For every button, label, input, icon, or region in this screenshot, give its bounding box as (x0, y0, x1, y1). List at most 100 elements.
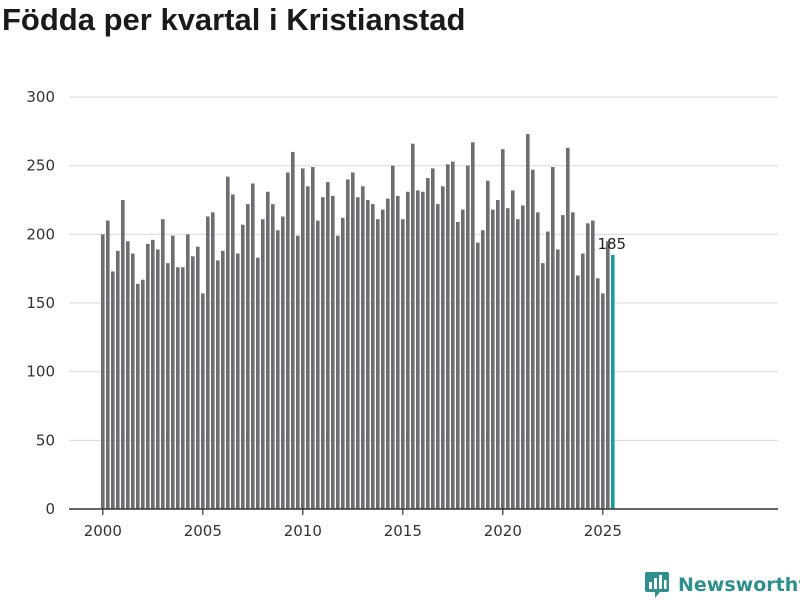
bar (436, 204, 440, 509)
bar (326, 182, 330, 509)
x-tick-label: 2015 (384, 522, 422, 540)
bar (206, 216, 210, 510)
bar (446, 164, 450, 509)
bar (161, 219, 165, 509)
bar (361, 186, 365, 509)
y-tick-label: 0 (45, 500, 55, 518)
bar (286, 172, 290, 510)
bar (431, 168, 435, 509)
bar (571, 212, 575, 510)
bar (516, 219, 520, 509)
bar (416, 190, 420, 510)
bar (541, 263, 545, 509)
bar (496, 200, 500, 509)
bar (566, 147, 570, 509)
bar (291, 151, 295, 509)
bar (511, 190, 515, 510)
bar (581, 253, 585, 509)
bar (491, 209, 495, 509)
bar (586, 223, 590, 509)
bar (296, 235, 300, 509)
bar (441, 186, 445, 509)
bar (551, 167, 555, 510)
y-tick-label: 300 (26, 88, 55, 106)
x-tick-label: 2000 (84, 522, 122, 540)
y-tick-label: 150 (26, 294, 55, 312)
bar (111, 271, 115, 509)
bar (181, 267, 185, 509)
bar (546, 231, 550, 509)
bar (486, 180, 490, 510)
bar (466, 165, 470, 509)
bar (406, 191, 410, 509)
bar (186, 234, 190, 510)
bar (101, 234, 105, 510)
y-tick-label: 50 (36, 431, 55, 449)
x-tick-label: 2005 (184, 522, 222, 540)
bar (341, 217, 345, 509)
x-tick-label: 2010 (284, 522, 322, 540)
bar (276, 230, 280, 510)
bar (371, 204, 375, 509)
bar (226, 176, 230, 510)
bar (376, 219, 380, 509)
bar (131, 253, 135, 509)
bar (401, 219, 405, 509)
bar (391, 165, 395, 509)
bar (266, 191, 270, 509)
bar (176, 267, 180, 509)
x-tick-label: 2020 (484, 522, 522, 540)
bar (526, 134, 530, 509)
bar (386, 198, 390, 510)
bar (221, 250, 225, 509)
bar (521, 205, 525, 509)
bar (156, 249, 160, 509)
bar (601, 293, 605, 509)
bar (536, 212, 540, 510)
bar (531, 169, 535, 509)
bar (126, 241, 130, 509)
bar (251, 183, 255, 509)
bar (211, 212, 215, 510)
bar (121, 200, 125, 509)
bar (396, 195, 400, 509)
bar (576, 275, 580, 509)
bar (171, 235, 175, 509)
bar (461, 209, 465, 509)
chart-title: Födda per kvartal i Kristianstad (2, 2, 466, 37)
bar (216, 260, 220, 509)
bar (336, 235, 340, 509)
y-tick-label: 250 (26, 157, 55, 175)
bar (241, 224, 245, 509)
bar (501, 149, 505, 510)
bar (321, 197, 325, 509)
bar (476, 242, 480, 509)
bar (481, 230, 485, 510)
brand-logo: Newsworthy (644, 570, 800, 600)
bar (456, 221, 460, 509)
bar (346, 179, 350, 509)
bar (351, 172, 355, 510)
bar (316, 220, 320, 509)
bar (356, 197, 360, 509)
bar (331, 195, 335, 509)
bar (426, 178, 430, 509)
bar (136, 283, 140, 509)
bar (141, 279, 145, 509)
bar (306, 186, 310, 509)
bar-latest (611, 254, 615, 509)
bar-value-label: 185 (597, 235, 626, 253)
bar (166, 263, 170, 509)
bar (366, 200, 370, 509)
bar-chart: 0 50 100 150 200 250 300 185 2000 2005 2010 2015 202… (26, 88, 778, 540)
bar (561, 215, 565, 509)
y-tick-label: 100 (26, 363, 55, 381)
bar (281, 216, 285, 510)
bar (146, 243, 150, 510)
bar (261, 219, 265, 509)
bar (196, 246, 200, 509)
bar (421, 191, 425, 509)
bar (271, 204, 275, 509)
bar (506, 208, 510, 510)
bar (106, 220, 110, 509)
